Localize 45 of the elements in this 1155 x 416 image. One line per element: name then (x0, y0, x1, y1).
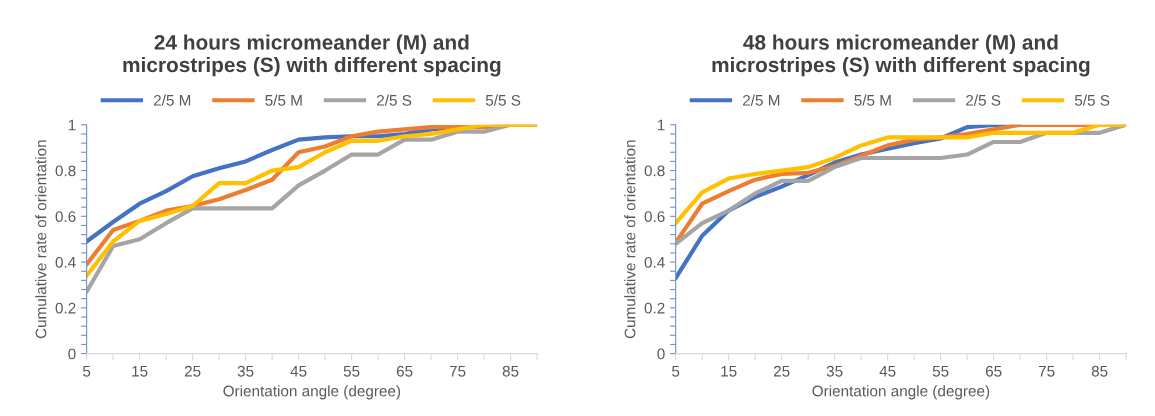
legend-label: 5/5 M (854, 94, 891, 106)
x-tick-label: 25 (184, 365, 201, 377)
legend-label: 2/5 S (966, 94, 1001, 106)
y-tick-label: 0.4 (55, 256, 76, 268)
x-tick-label: 15 (132, 365, 148, 377)
x-tick-label: 75 (1038, 365, 1055, 377)
x-tick-label: 65 (985, 365, 1002, 377)
x-axis-title: Orientation angle (degree) (223, 385, 401, 400)
line-series (675, 124, 1127, 226)
legend-label: 5/5 M (265, 94, 302, 106)
y-axis-title: Cumulative rate of orientation (624, 140, 636, 339)
y-tick-label: 0.6 (644, 211, 665, 223)
chart-title: 48 hours micromeander (M) and microstripes (S) with different spacing (712, 34, 1090, 77)
y-tick-label: 0.2 (55, 302, 76, 314)
legend-label: 2/5 M (153, 94, 191, 106)
legend-label: 5/5 S (1074, 94, 1110, 106)
legend-label: 2/5 S (377, 94, 412, 106)
x-tick-label: 85 (502, 365, 519, 377)
x-tick-label: 55 (932, 365, 949, 377)
x-tick-label: 55 (343, 365, 360, 377)
x-tick-label: 85 (1091, 365, 1108, 377)
x-tick-label: 45 (879, 365, 896, 377)
y-axis-title: Cumulative rate of orientation (35, 140, 47, 339)
y-tick-label: 0.8 (644, 165, 665, 177)
x-tick-label: 35 (826, 365, 843, 377)
x-axis-title: Orientation angle (degree) (812, 385, 990, 400)
y-tick-label: 0.2 (644, 302, 665, 314)
x-tick-label: 35 (237, 365, 254, 377)
legend-label: 5/5 S (485, 94, 521, 106)
legend-label: 2/5 M (743, 94, 780, 106)
y-tick-label: 1 (68, 119, 76, 131)
x-tick-label: 15 (721, 365, 737, 377)
y-tick-label: 0 (657, 348, 665, 360)
chart-title: 24 hours micromeander (M) and microstripes (S) with different spacing (123, 34, 501, 77)
x-tick-label: 75 (449, 365, 466, 377)
x-tick-label: 5 (672, 365, 680, 377)
y-tick-label: 0.8 (55, 165, 76, 177)
y-tick-label: 0.4 (644, 256, 665, 268)
y-tick-label: 0 (68, 348, 76, 360)
x-tick-label: 45 (290, 365, 307, 377)
x-tick-label: 65 (396, 365, 413, 377)
y-tick-label: 1 (657, 119, 665, 131)
x-tick-label: 25 (773, 365, 790, 377)
x-tick-label: 5 (82, 365, 91, 377)
y-tick-label: 0.6 (55, 211, 76, 223)
